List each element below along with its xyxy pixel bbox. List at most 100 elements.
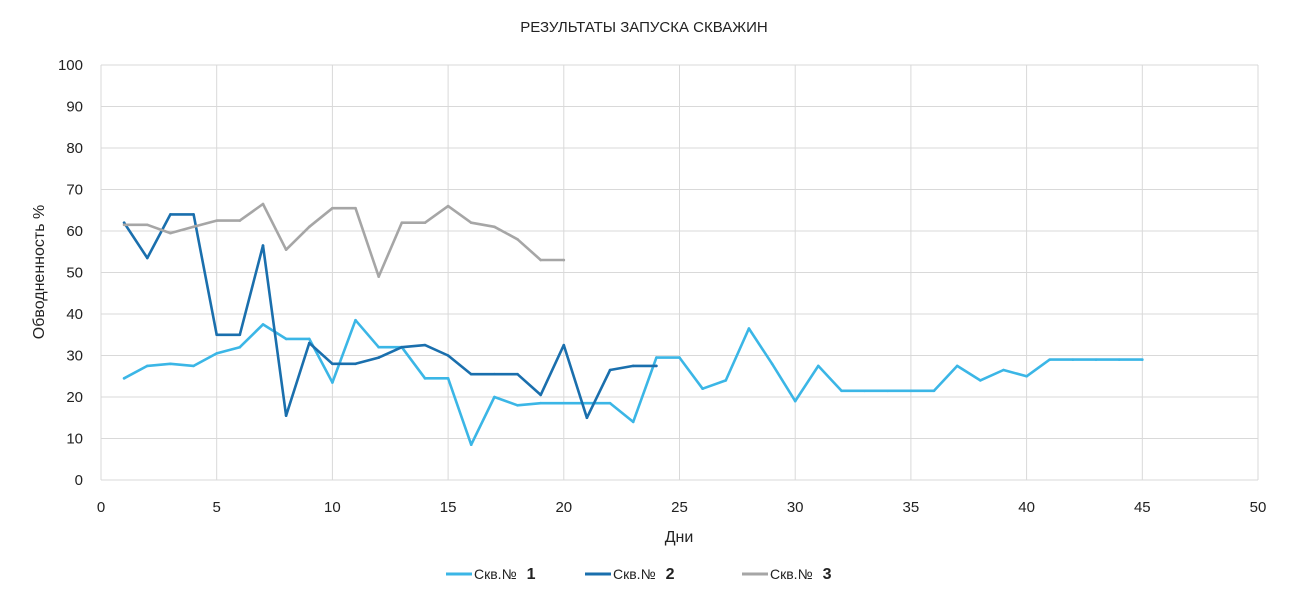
data-point: [724, 379, 728, 382]
data-point: [655, 364, 658, 368]
x-tick-label: 45: [1134, 499, 1151, 516]
grid-lines: [100, 64, 1259, 481]
data-point: [446, 377, 450, 380]
data-point: [261, 244, 265, 247]
data-point: [423, 377, 427, 380]
data-point: [701, 387, 704, 391]
legend-prefix: Скв.№: [770, 566, 813, 582]
series-lines: [122, 202, 1144, 447]
y-tick-label: 70: [66, 182, 83, 199]
x-tick-label: 20: [555, 499, 572, 516]
x-axis-ticks: 0 5 10 15 20 25 30 35 40 45 50: [97, 499, 1267, 516]
data-point: [909, 389, 913, 393]
y-tick-label: 50: [66, 265, 83, 282]
legend-prefix: Скв.№: [474, 566, 517, 582]
data-point: [169, 213, 172, 216]
data-point: [238, 219, 242, 222]
data-point: [377, 356, 380, 359]
data-point: [1048, 358, 1052, 361]
data-point: [354, 362, 357, 366]
data-point: [585, 416, 589, 420]
data-point: [747, 327, 751, 330]
data-point: [215, 219, 218, 222]
data-point: [423, 221, 427, 224]
data-point: [469, 372, 473, 376]
data-point: [608, 368, 612, 372]
data-point: [307, 341, 311, 345]
data-point: [215, 333, 218, 337]
data-point: [1071, 358, 1075, 361]
data-point: [678, 356, 681, 359]
data-point: [238, 333, 242, 337]
x-tick-label: 15: [440, 499, 457, 516]
y-tick-label: 0: [75, 472, 83, 489]
data-point: [840, 389, 843, 393]
data-point: [122, 221, 126, 224]
data-point: [1025, 374, 1028, 378]
data-point: [817, 364, 820, 368]
data-point: [886, 389, 890, 393]
data-point: [284, 414, 288, 417]
data-point: [539, 393, 542, 397]
data-point: [493, 225, 496, 229]
y-tick-label: 90: [66, 99, 83, 116]
x-tick-label: 30: [787, 499, 804, 516]
data-point: [655, 356, 658, 359]
data-point: [331, 362, 334, 366]
data-point: [585, 401, 589, 405]
data-point: [238, 345, 242, 349]
data-point: [331, 381, 334, 384]
data-point: [493, 395, 496, 399]
data-point: [145, 364, 149, 368]
data-point: [539, 401, 542, 405]
y-tick-label: 40: [66, 306, 83, 323]
data-point: [307, 225, 311, 229]
legend-number: 3: [823, 566, 832, 583]
data-point: [400, 345, 404, 349]
y-tick-label: 60: [66, 223, 83, 240]
legend-number: 2: [666, 566, 675, 583]
data-point: [955, 364, 959, 368]
data-point: [562, 401, 566, 405]
data-point: [631, 420, 635, 424]
data-point: [169, 362, 172, 366]
data-point: [423, 343, 427, 347]
series-line-2: [122, 213, 658, 420]
x-tick-label: 0: [97, 499, 105, 516]
x-tick-label: 25: [671, 499, 688, 516]
data-point: [562, 258, 566, 262]
data-point: [284, 337, 288, 341]
data-point: [469, 221, 473, 224]
data-point: [400, 221, 404, 224]
data-point: [192, 225, 195, 229]
data-point: [539, 258, 542, 262]
legend-label: Скв.№ 1: [474, 566, 536, 583]
data-point: [1002, 368, 1005, 372]
x-axis-title: Дни: [665, 529, 694, 546]
data-point: [516, 238, 519, 241]
data-point: [122, 223, 126, 227]
y-axis-ticks: 0 10 20 30 40 50 60 70 80 90 100: [58, 57, 83, 489]
data-point: [516, 372, 519, 376]
data-point: [932, 389, 936, 393]
legend-prefix: Скв.№: [613, 566, 656, 582]
x-tick-label: 40: [1018, 499, 1035, 516]
x-tick-label: 50: [1250, 499, 1267, 516]
data-point: [261, 323, 265, 326]
data-point: [1094, 358, 1098, 361]
y-tick-label: 20: [66, 389, 83, 406]
data-point: [516, 404, 519, 407]
data-point: [354, 318, 357, 322]
x-tick-label: 35: [903, 499, 920, 516]
data-point: [562, 343, 566, 347]
data-point: [354, 206, 357, 210]
data-point: [1141, 358, 1144, 361]
data-point: [215, 352, 218, 355]
legend-label: Скв.№ 3: [770, 566, 832, 583]
data-point: [446, 354, 450, 357]
y-tick-label: 10: [66, 431, 83, 448]
data-point: [261, 202, 265, 206]
data-point: [446, 204, 450, 208]
legend-item-2: Скв.№ 2: [585, 566, 675, 583]
